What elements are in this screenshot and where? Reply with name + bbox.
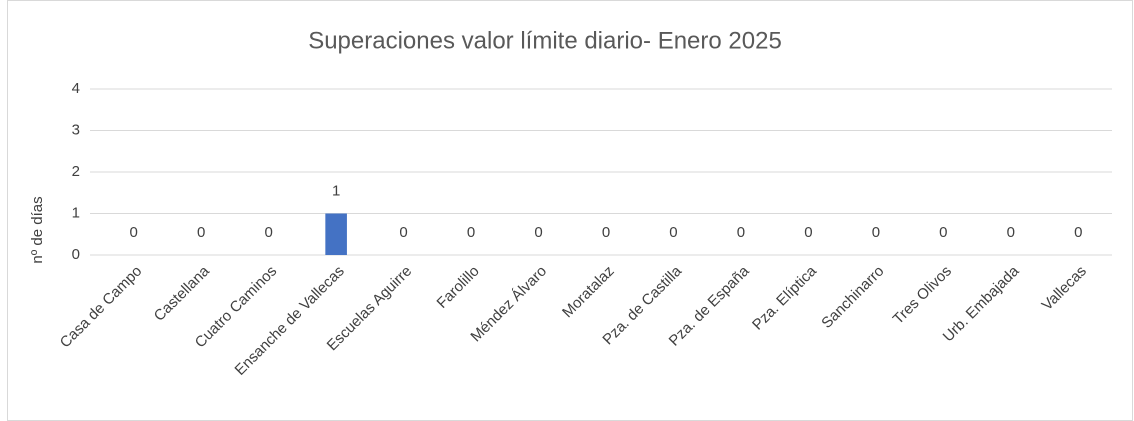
- data-label: 0: [737, 224, 745, 241]
- data-label: 0: [197, 224, 205, 241]
- data-label: 0: [264, 224, 272, 241]
- bar: [325, 213, 347, 255]
- data-label: 0: [534, 224, 542, 241]
- y-tick-label: 0: [72, 246, 80, 263]
- data-label: 0: [467, 224, 475, 241]
- chart-title: Superaciones valor límite diario- Enero …: [308, 27, 782, 54]
- y-tick-label: 3: [72, 121, 80, 138]
- y-tick-label: 1: [72, 204, 80, 221]
- data-label: 0: [399, 224, 407, 241]
- chart-border: [7, 0, 1133, 421]
- data-label: 0: [669, 224, 677, 241]
- y-axis-label: nº de días: [29, 196, 46, 263]
- data-label: 0: [1074, 224, 1082, 241]
- y-tick-label: 2: [72, 163, 80, 180]
- data-label: 0: [872, 224, 880, 241]
- data-label: 0: [130, 224, 138, 241]
- data-label: 0: [602, 224, 610, 241]
- data-label: 1: [332, 182, 340, 199]
- data-label: 0: [1007, 224, 1015, 241]
- y-tick-label: 4: [72, 80, 80, 97]
- data-label: 0: [804, 224, 812, 241]
- data-label: 0: [939, 224, 947, 241]
